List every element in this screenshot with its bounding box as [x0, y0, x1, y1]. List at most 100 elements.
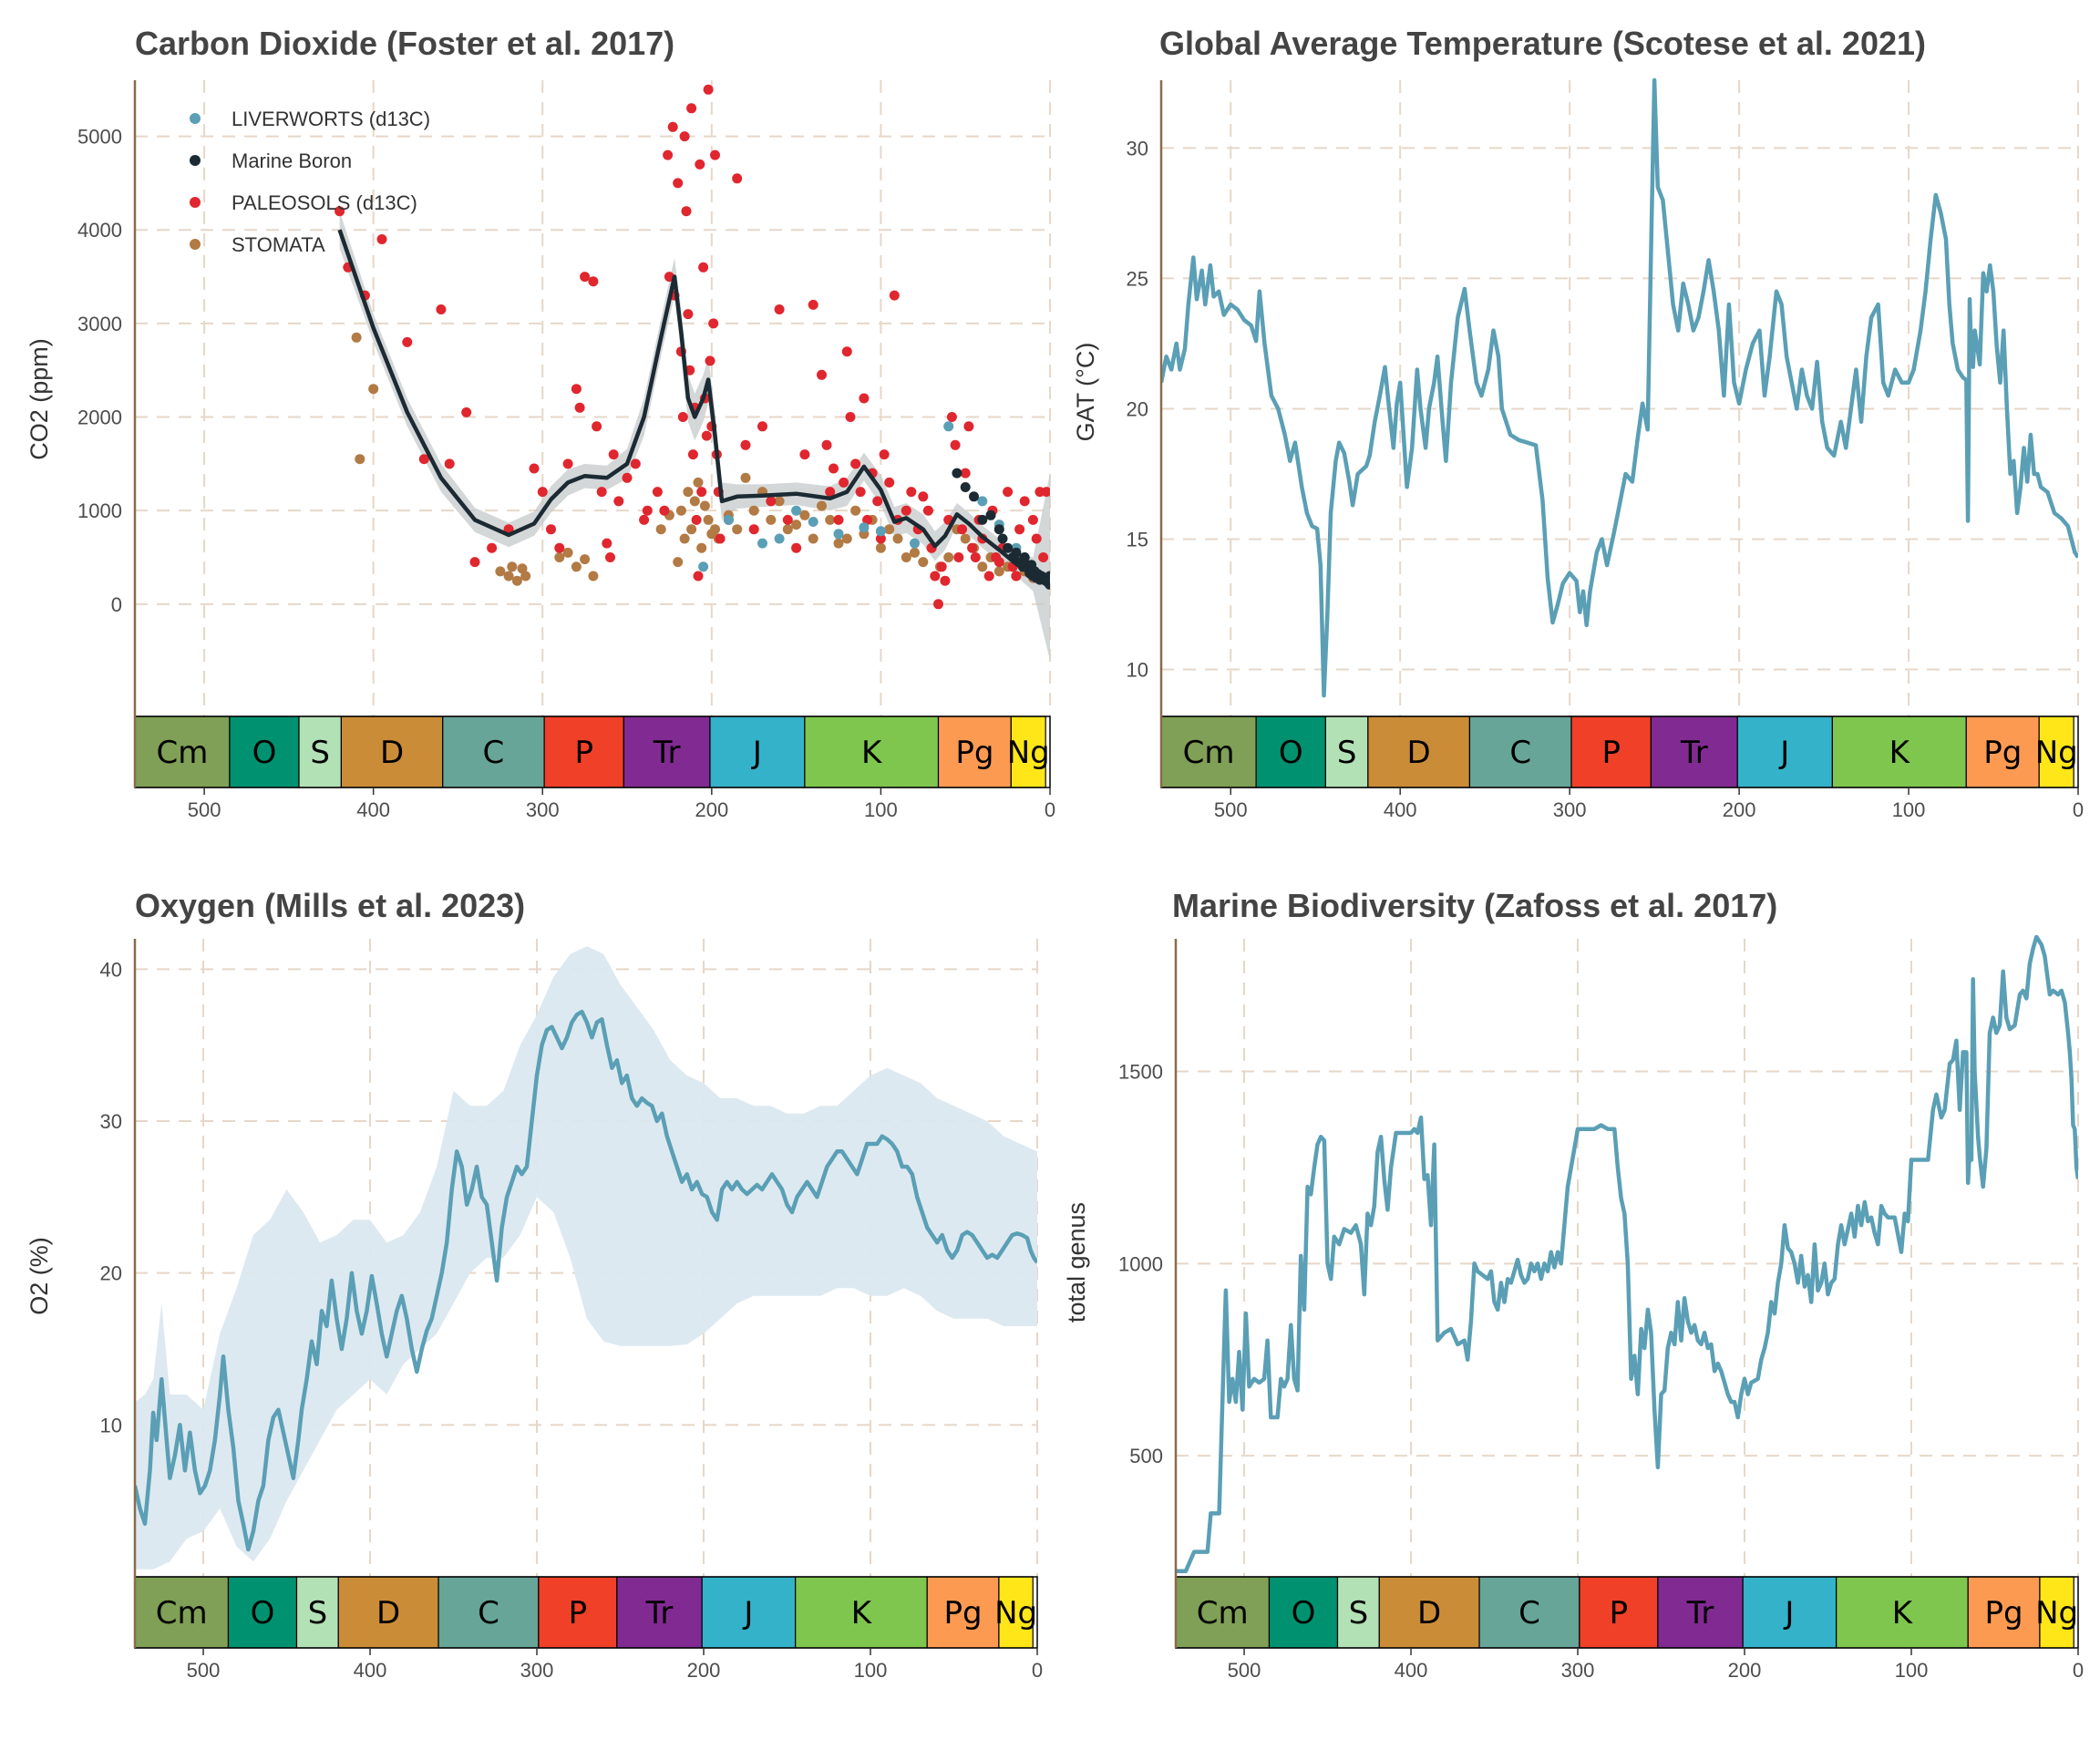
panel-oxygen-ylabel: O2 (%) [26, 1237, 53, 1315]
data-point-0 [977, 496, 988, 507]
panel-co2-legend: LIVERWORTS (d13C) Marine Boron PALEOSOLS (… [190, 108, 430, 256]
data-point-2 [936, 561, 947, 572]
data-point-2 [659, 505, 670, 516]
data-point-2 [335, 206, 345, 217]
data-point-2 [940, 575, 951, 586]
data-point-3 [799, 510, 810, 520]
x-tick-label: 200 [1728, 1659, 1762, 1682]
data-point-3 [673, 557, 684, 568]
data-point-2 [960, 468, 971, 479]
data-point-2 [681, 206, 692, 217]
data-point-2 [418, 454, 429, 465]
data-point-2 [691, 514, 702, 525]
timescale-period-Ng [2039, 1576, 2074, 1649]
timescale-period-Pg [937, 715, 1012, 788]
data-point-2 [825, 487, 836, 498]
panel-co2-grid [135, 80, 1051, 716]
data-point-2 [529, 463, 540, 474]
timescale-label-Ng: Ng [994, 1595, 1037, 1632]
timescale-period-Cm [134, 1576, 230, 1649]
timescale-label-Ng: Ng [2035, 1595, 2078, 1632]
timescale-label-Cm: Cm [1183, 735, 1235, 771]
x-tick-label: 0 [2073, 1659, 2084, 1682]
timescale-period-J [1736, 715, 1833, 788]
data-point-2 [686, 103, 697, 114]
data-point-2 [580, 272, 591, 283]
timescale-label-D: D [380, 735, 404, 771]
legend-key-0 [190, 113, 201, 124]
data-point-3 [782, 524, 793, 535]
data-point-2 [774, 304, 785, 314]
x-tick-label: 500 [1214, 798, 1248, 821]
timescale-label-Ng: Ng [1007, 735, 1050, 771]
timescale-period-C [442, 715, 545, 788]
timescale-period-O [1255, 715, 1326, 788]
data-point-2 [608, 449, 619, 460]
data-point-3 [562, 547, 573, 558]
y-tick-label: 15 [1127, 528, 1148, 551]
series-line [1176, 935, 2078, 1573]
data-point-2 [436, 304, 447, 314]
data-point-2 [950, 439, 961, 450]
data-point-1 [960, 482, 971, 492]
timescale-period-Tr [1650, 715, 1738, 788]
panel-co2-smooth-line [337, 229, 1050, 583]
timescale-period-K [795, 1576, 928, 1649]
data-point-3 [693, 477, 704, 488]
data-point-3 [910, 547, 920, 558]
legend-label-0: LIVERWORTS (d13C) [232, 108, 430, 130]
legend-key-3 [190, 239, 201, 250]
data-point-3 [355, 454, 365, 465]
data-point-2 [953, 552, 964, 562]
data-point-2 [808, 299, 818, 310]
data-point-1 [969, 491, 979, 502]
data-point-1 [1003, 542, 1014, 553]
data-point-3 [993, 566, 1004, 577]
data-point-3 [901, 552, 911, 562]
panel-biodiversity-timescale: Cm O S D C P Tr J K Pg Ng [1175, 1576, 2079, 1649]
data-point-3 [884, 524, 895, 535]
data-point-2 [461, 407, 472, 417]
data-point-2 [487, 542, 498, 553]
x-tick-label: 0 [2073, 798, 2084, 821]
data-point-2 [673, 178, 684, 189]
y-tick-label: 10 [100, 1414, 122, 1436]
timescale-period-Pg [1967, 1576, 2041, 1649]
timescale-label-S: S [310, 735, 330, 771]
data-point-0 [833, 529, 844, 540]
y-tick-label: 500 [1129, 1445, 1163, 1467]
panel-temperature-ylabel: GAT (°C) [1072, 343, 1099, 442]
timescale-label-Cm: Cm [157, 735, 209, 771]
panel-temperature-grid [1161, 80, 2079, 716]
panel-temperature: Global Average Temperature (Scotese et a… [1072, 25, 2084, 821]
data-point-3 [833, 538, 844, 549]
data-point-2 [1003, 487, 1014, 498]
timescale-label-D: D [1407, 735, 1431, 771]
data-point-2 [574, 402, 585, 413]
data-point-2 [833, 514, 844, 525]
data-point-3 [791, 520, 802, 530]
data-point-2 [817, 369, 827, 380]
timescale-period-Tr [616, 1576, 703, 1649]
timescale-label-Pg: Pg [1985, 1595, 2023, 1632]
data-point-3 [686, 524, 697, 535]
data-point-3 [683, 487, 694, 498]
data-point-2 [967, 542, 978, 553]
data-point-2 [918, 491, 929, 502]
x-tick-label: 500 [187, 1659, 221, 1682]
x-tick-label: 300 [526, 798, 560, 821]
y-tick-label: 4000 [77, 219, 122, 242]
y-tick-label: 1000 [77, 499, 122, 522]
data-point-2 [588, 276, 599, 287]
timescale-period-D [1378, 1576, 1480, 1649]
data-point-2 [592, 421, 602, 432]
x-tick-label: 200 [695, 798, 728, 821]
timescale-period-P [1579, 1576, 1659, 1649]
data-point-2 [930, 571, 941, 582]
data-point-3 [503, 571, 514, 582]
timescale-period-K [804, 715, 940, 788]
data-point-2 [879, 449, 890, 460]
data-point-2 [1038, 552, 1049, 562]
